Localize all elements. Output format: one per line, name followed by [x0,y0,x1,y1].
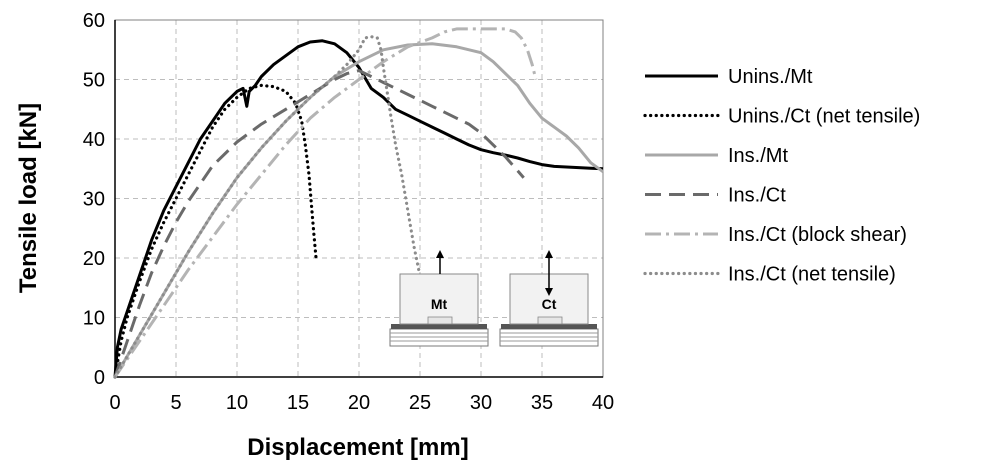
x-tick-label: 0 [109,392,120,414]
y-tick-label: 20 [83,248,105,270]
inset-arrow-head-down [545,288,553,296]
y-tick-label: 30 [83,189,105,211]
inset-fastener [427,316,453,325]
x-tick-label: 25 [409,392,431,414]
y-tick-label: 60 [83,10,105,32]
x-tick-label: 30 [470,392,492,414]
x-tick-label: 40 [592,392,614,414]
legend: Unins./Mt Unins./Ct (net tensile) Ins./Mt I… [643,66,920,286]
x-tick-label: 35 [531,392,553,414]
x-tick-label: 15 [287,392,309,414]
axes [114,19,604,378]
series-line-5 [113,27,538,378]
series-layer [113,27,604,379]
inset-arrow-head-up [436,250,444,258]
inset-adhesive-layer [391,324,487,329]
inset-diagram: Mt Ct [389,250,599,347]
x-tick-label: 20 [348,392,370,414]
y-tick-labels: 0 10 20 30 40 50 60 [83,10,105,389]
legend-label-3: Ins./Mt [728,145,788,167]
y-tick-label: 50 [83,70,105,92]
y-axis-title: Tensile load [kN] [15,103,42,293]
inset-specimen-block [399,273,479,325]
inset-fastener [537,316,563,325]
inset-adhesive-layer [501,324,597,329]
series-line-2 [113,83,318,379]
y-tick-label: 40 [83,129,105,151]
x-tick-label: 10 [226,392,248,414]
legend-label-6: Ins./Ct (net tensile) [728,264,896,286]
inset-label: Ct [542,296,557,312]
series-line-6 [113,35,422,379]
series-line-3 [113,42,604,378]
legend-label-1: Unins./Mt [728,66,813,88]
legend-label-2: Unins./Ct (net tensile) [728,106,920,128]
legend-label-5: Ins./Ct (block shear) [728,224,907,246]
x-tick-label: 5 [170,392,181,414]
x-axis-title: Displacement [mm] [247,434,468,461]
inset-arrow-head-up [545,250,553,258]
y-tick-label: 0 [94,367,105,389]
legend-label-4: Ins./Ct [728,185,786,207]
inset-label: Mt [431,296,448,312]
series-line-1 [113,39,604,378]
series-line-4 [113,69,525,378]
x-tick-labels: 0 5 10 15 20 25 30 35 40 [109,392,614,414]
y-tick-label: 10 [83,308,105,330]
